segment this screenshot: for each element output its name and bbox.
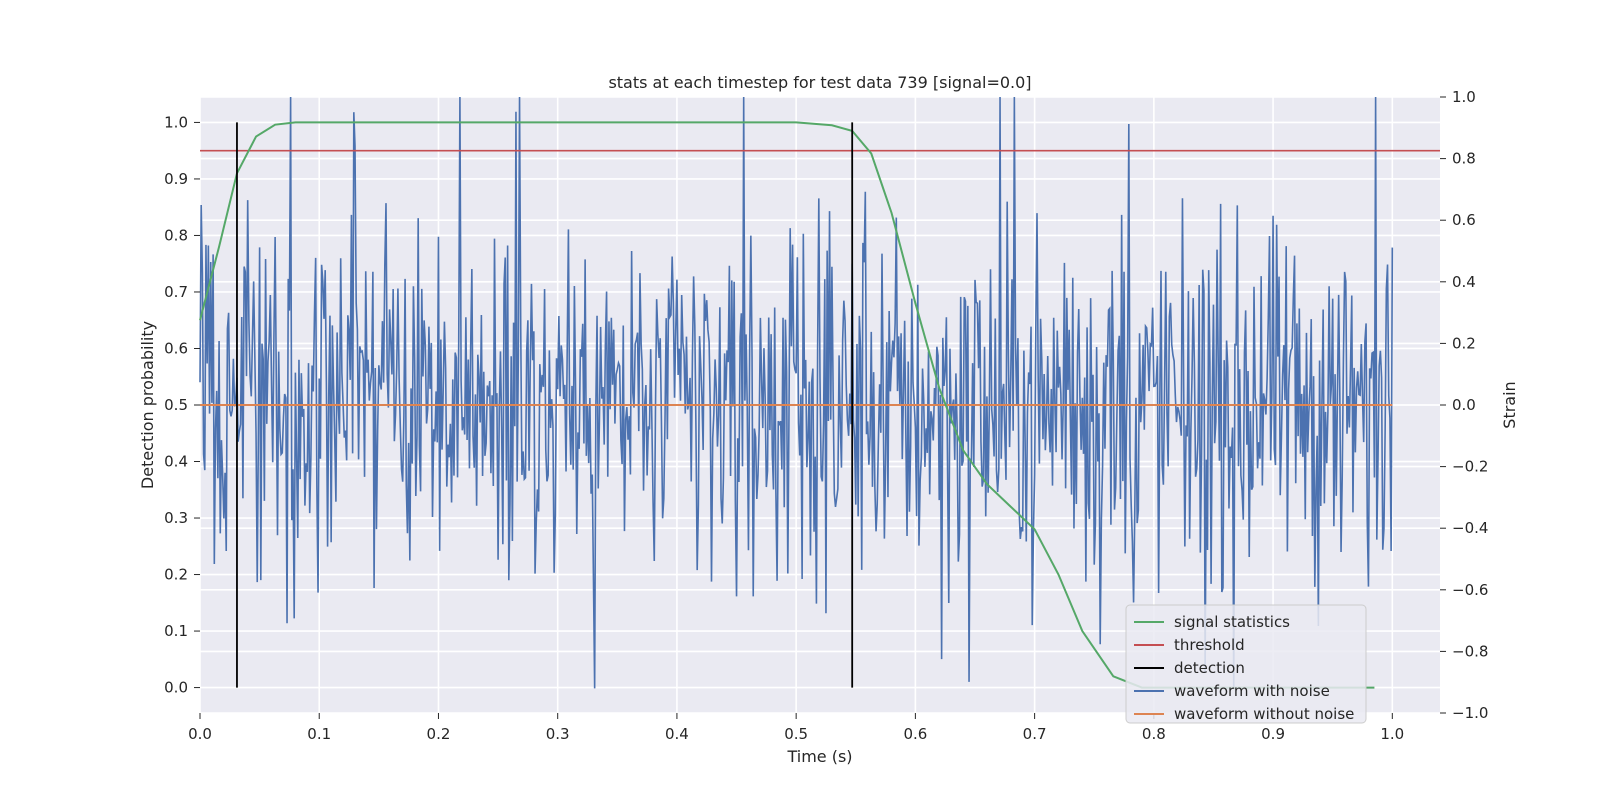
x-tick-label: 0.2	[427, 725, 451, 743]
x-axis-label: Time (s)	[786, 747, 852, 766]
legend-label: waveform without noise	[1174, 705, 1354, 723]
y-right-tick-label: 1.0	[1452, 88, 1476, 106]
y-right-tick-label: −1.0	[1452, 704, 1488, 722]
series-waveform-with-noise	[199, 96, 1394, 689]
legend-label: signal statistics	[1174, 613, 1290, 631]
x-tick-label: 0.6	[903, 725, 927, 743]
x-tick-label: 0.0	[188, 725, 212, 743]
y-left-tick-label: 0.2	[164, 566, 188, 584]
tick-layer: 0.0 0.1 0.2 0.3 0.4 0.5 0.6 0.7 0.8 0.9 1.0 0.0 0.1 0…	[164, 88, 1488, 743]
legend-label: detection	[1174, 659, 1245, 677]
y-left-tick-label: 0.0	[164, 679, 188, 697]
y-left-tick-label: 0.3	[164, 509, 188, 527]
x-tick-label: 0.5	[784, 725, 808, 743]
y-right-tick-label: 0.8	[1452, 150, 1476, 168]
x-tick-label: 0.1	[307, 725, 331, 743]
y-right-tick-label: 0.6	[1452, 211, 1476, 229]
legend-label: threshold	[1174, 636, 1245, 654]
legend: signal statistics threshold detection wavef…	[1125, 604, 1367, 724]
y-axis-label-right: Strain	[1500, 381, 1519, 428]
x-tick-label: 0.3	[546, 725, 570, 743]
y-right-tick-label: −0.8	[1452, 642, 1488, 660]
y-left-tick-label: 0.8	[164, 226, 188, 244]
y-right-tick-label: 0.2	[1452, 334, 1476, 352]
y-right-tick-label: −0.4	[1452, 519, 1488, 537]
x-tick-label: 0.9	[1261, 725, 1285, 743]
y-left-tick-label: 0.4	[164, 453, 188, 471]
y-left-tick-label: 1.0	[164, 113, 188, 131]
y-right-tick-label: 0.0	[1452, 396, 1476, 414]
y-right-tick-label: 0.4	[1452, 273, 1476, 291]
y-axis-label-left: Detection probability	[138, 321, 157, 489]
x-tick-label: 0.7	[1023, 725, 1047, 743]
y-left-tick-label: 0.1	[164, 622, 188, 640]
legend-label: waveform with noise	[1174, 682, 1330, 700]
y-left-tick-label: 0.7	[164, 283, 188, 301]
x-tick-label: 0.8	[1142, 725, 1166, 743]
legend-box	[1125, 604, 1367, 724]
y-right-tick-label: −0.6	[1452, 581, 1488, 599]
y-left-tick-label: 0.5	[164, 396, 188, 414]
x-tick-label: 0.4	[665, 725, 689, 743]
x-tick-label: 1.0	[1380, 725, 1404, 743]
y-left-tick-label: 0.9	[164, 170, 188, 188]
chart-title: stats at each timestep for test data 739…	[608, 73, 1031, 92]
y-left-tick-label: 0.6	[164, 339, 188, 357]
y-right-tick-label: −0.2	[1452, 458, 1488, 476]
